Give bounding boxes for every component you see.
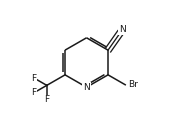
Text: F: F: [32, 74, 37, 83]
Text: F: F: [44, 96, 49, 104]
Text: N: N: [119, 25, 126, 34]
Text: Br: Br: [128, 80, 138, 89]
Text: N: N: [83, 83, 90, 92]
Text: F: F: [32, 88, 37, 97]
